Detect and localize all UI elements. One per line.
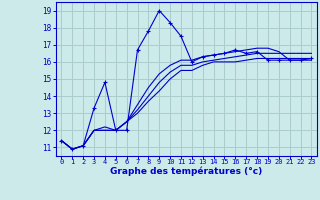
X-axis label: Graphe des températures (°c): Graphe des températures (°c) [110,166,262,176]
